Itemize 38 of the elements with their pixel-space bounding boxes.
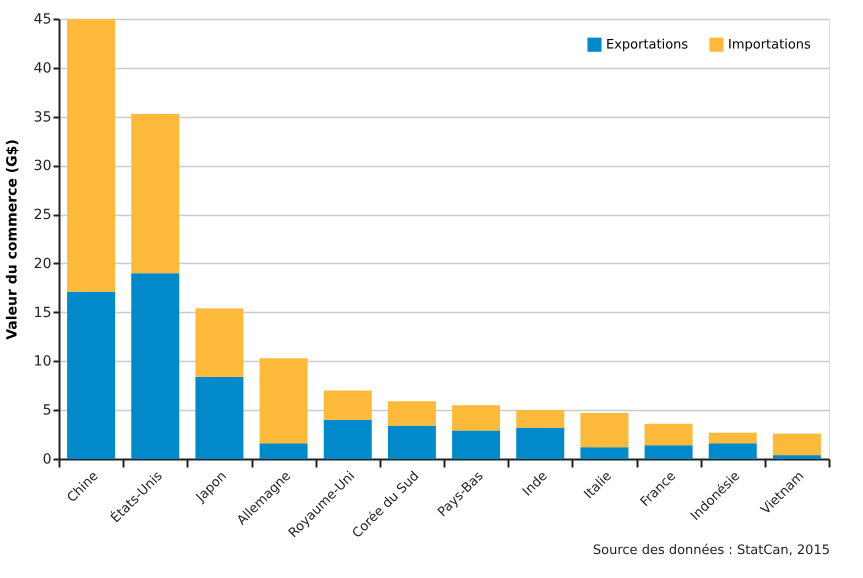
bar — [260, 443, 308, 459]
y-tick-label: 10 — [34, 354, 52, 370]
bar — [260, 358, 308, 444]
bar — [708, 432, 757, 444]
y-tick-label: 35 — [34, 109, 52, 126]
bar — [516, 410, 564, 428]
bar — [388, 401, 436, 426]
bar — [131, 114, 180, 274]
bar — [131, 273, 180, 459]
bar — [67, 19, 116, 292]
y-tick-label: 45 — [34, 12, 52, 28]
bar — [195, 308, 244, 377]
bar — [580, 413, 628, 448]
y-tick-label: 15 — [34, 304, 52, 321]
bar — [452, 430, 500, 459]
bar — [452, 405, 500, 431]
bar — [324, 390, 372, 420]
bar — [324, 420, 372, 459]
y-tick-label: 0 — [42, 452, 52, 468]
bar — [580, 447, 628, 459]
y-axis-title: Valeur du commerce (G$) — [4, 139, 21, 340]
legend-label: Exportations — [606, 38, 688, 53]
bar — [644, 424, 693, 446]
y-tick-label: 30 — [34, 158, 52, 174]
y-tick-label: 25 — [34, 207, 52, 224]
bar — [708, 443, 757, 459]
bar — [388, 426, 436, 459]
bar — [772, 434, 821, 456]
legend-label: Importations — [728, 38, 812, 53]
bar — [772, 455, 821, 459]
bar — [67, 292, 116, 459]
source-note: Source des données : StatCan, 2015 — [592, 543, 830, 558]
y-tick-label: 20 — [34, 256, 52, 272]
y-tick-label: 40 — [34, 60, 52, 76]
bar — [195, 376, 244, 459]
y-tick-label: 5 — [42, 402, 52, 419]
bar — [644, 445, 693, 459]
bar — [516, 428, 564, 459]
